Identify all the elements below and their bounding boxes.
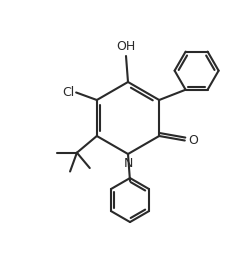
Text: Cl: Cl (62, 86, 74, 99)
Text: O: O (188, 134, 198, 147)
Text: N: N (123, 157, 133, 170)
Text: OH: OH (116, 40, 136, 53)
